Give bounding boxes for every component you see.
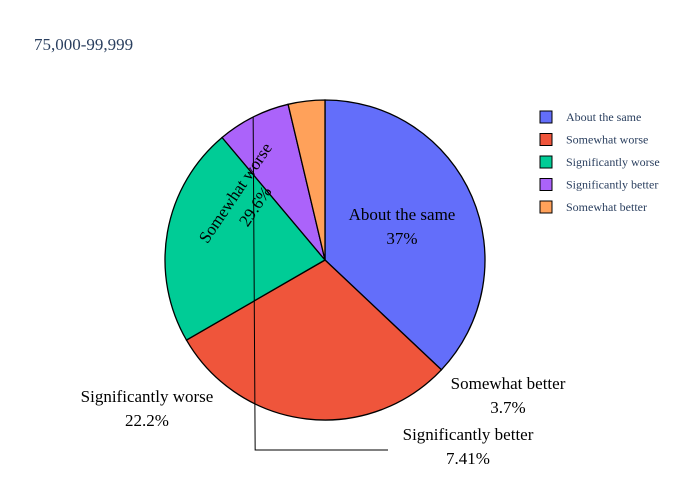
chart-title: 75,000-99,999: [34, 35, 133, 54]
legend-swatch: [539, 133, 553, 146]
legend-label: Significantly worse: [566, 155, 660, 169]
legend-label: Somewhat worse: [566, 133, 648, 147]
slice-label-name: About the same: [349, 205, 456, 224]
slice-label-significantly-better: Significantly better 7.41%: [403, 425, 534, 468]
legend-label: About the same: [566, 110, 641, 124]
slice-label-name: Significantly better: [403, 425, 534, 444]
legend-swatch: [539, 178, 553, 191]
legend-item-significantly-worse[interactable]: Significantly worse: [539, 155, 660, 169]
slice-label-about-the-same: About the same 37%: [349, 205, 456, 248]
legend-item-about-the-same[interactable]: About the same: [539, 110, 641, 124]
slice-label-percent: 22.2%: [125, 411, 169, 430]
legend-item-somewhat-worse[interactable]: Somewhat worse: [539, 133, 648, 147]
legend: About the same Somewhat worse Significantl…: [539, 110, 660, 214]
slice-label-percent: 3.7%: [490, 398, 525, 417]
leader-line: [252, 117, 388, 451]
legend-label: Somewhat better: [566, 200, 647, 214]
legend-swatch: [539, 155, 553, 169]
slice-label-percent: 37%: [386, 229, 417, 248]
slice-somewhat-worse: [185, 259, 443, 421]
slice-label-percent: 7.41%: [446, 449, 490, 468]
slice-label-name: Somewhat better: [451, 374, 566, 393]
pie-slices: [164, 99, 486, 421]
legend-swatch: [539, 110, 553, 124]
slice-somewhat-better: [287, 99, 326, 261]
slice-about-the-same: [324, 99, 486, 371]
slice-label-somewhat-better: Somewhat better 3.7%: [451, 374, 566, 417]
legend-swatch: [539, 200, 553, 214]
slice-label-name: Significantly worse: [81, 387, 214, 406]
legend-label: Significantly better: [566, 178, 658, 192]
legend-item-somewhat-better[interactable]: Somewhat better: [539, 200, 647, 214]
slice-significantly-worse: [164, 136, 326, 341]
legend-item-significantly-better[interactable]: Significantly better: [539, 178, 658, 192]
slice-label-significantly-worse: Significantly worse 22.2%: [81, 387, 214, 430]
